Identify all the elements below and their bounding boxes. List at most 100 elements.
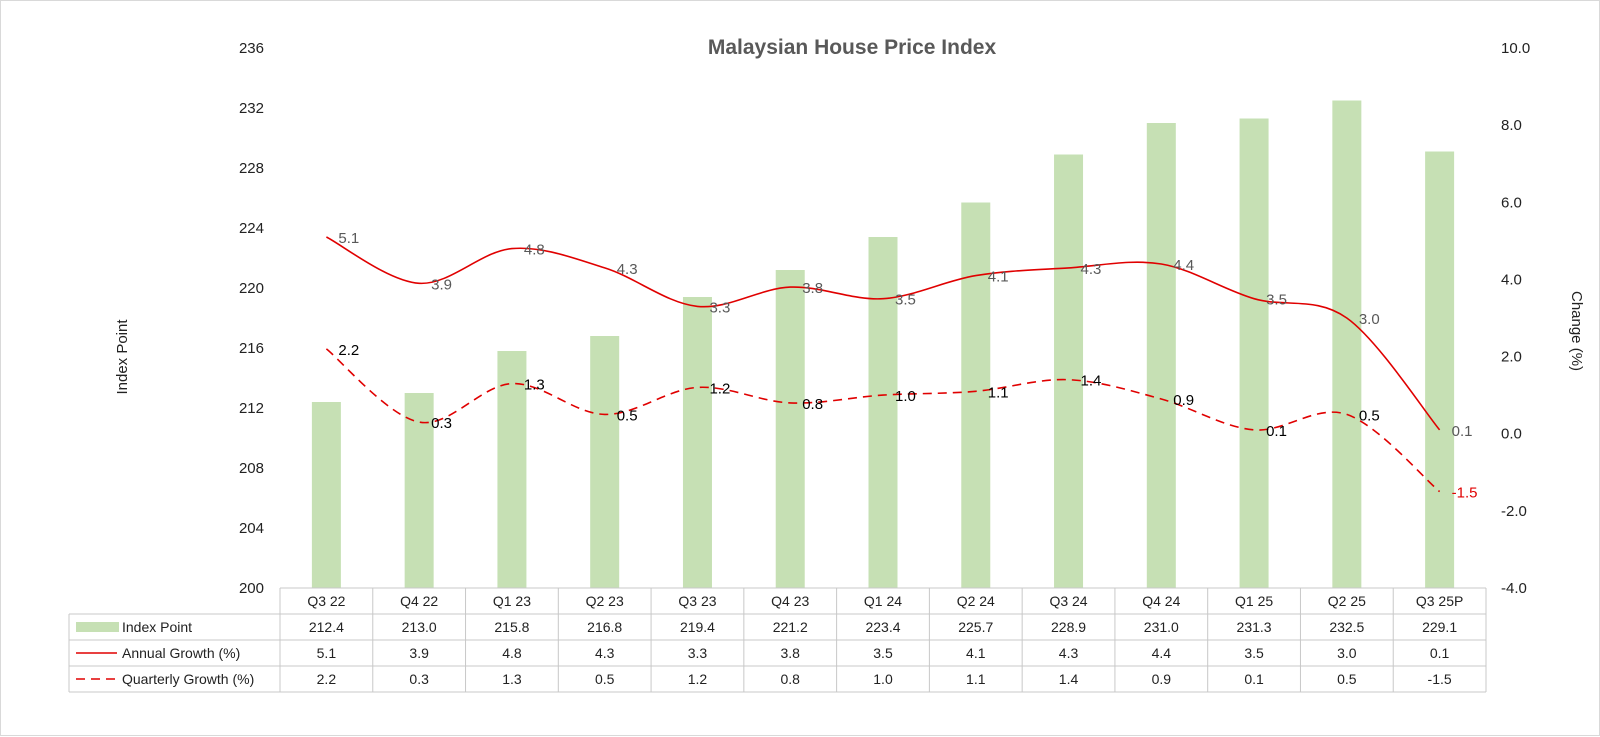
- annual-growth-label: 3.0: [1359, 311, 1380, 328]
- table-cell: 0.9: [1152, 671, 1172, 687]
- bar: [590, 336, 620, 588]
- left-tick-label: 216: [239, 340, 264, 357]
- left-tick-label: 228: [239, 160, 264, 177]
- right-tick-label: 4.0: [1501, 271, 1522, 288]
- table-cell: 3.0: [1337, 645, 1357, 661]
- left-tick-label: 212: [239, 400, 264, 417]
- bar: [775, 270, 805, 588]
- quarterly-growth-line: [325, 348, 1441, 493]
- table-cell: 231.3: [1237, 619, 1272, 635]
- right-tick-label: -2.0: [1501, 503, 1527, 520]
- right-tick-label: 8.0: [1501, 117, 1522, 134]
- category-label: Q1 23: [493, 593, 531, 609]
- table-cell: 3.9: [409, 645, 429, 661]
- table-cell: 3.3: [688, 645, 708, 661]
- category-label: Q3 24: [1049, 593, 1087, 609]
- table-cell: 0.1: [1244, 671, 1264, 687]
- annual-growth-label: 3.3: [709, 299, 730, 316]
- table-cell: 1.3: [502, 671, 522, 687]
- bar: [1332, 100, 1362, 588]
- quarterly-growth-label: 1.2: [709, 380, 730, 397]
- table-cell: 2.2: [317, 671, 337, 687]
- left-axis-ticks: 200 204 208 212 216 220 224 228 232 236: [239, 40, 264, 597]
- quarterly-growth-label: 0.3: [431, 415, 452, 432]
- table-cell: 231.0: [1144, 619, 1179, 635]
- category-label: Q4 22: [400, 593, 438, 609]
- bar: [1054, 154, 1084, 588]
- right-tick-label: 2.0: [1501, 349, 1522, 366]
- annual-growth-label: 4.3: [1081, 261, 1102, 278]
- right-tick-label: -4.0: [1501, 580, 1527, 597]
- category-label: Q3 22: [307, 593, 345, 609]
- table-cell: 228.9: [1051, 619, 1086, 635]
- legend-swatch-bar: [76, 622, 119, 632]
- data-table: Q3 22 Q4 22 Q1 23 Q2 23 Q3 23 Q4 23 Q1 24 Q2 24…: [68, 587, 1487, 693]
- table-cell: 1.2: [688, 671, 708, 687]
- quarterly-growth-label: 1.1: [988, 384, 1009, 401]
- table-cell: 225.7: [958, 619, 993, 635]
- right-axis-ticks: -4.0 -2.0 0.0 2.0 4.0 6.0 8.0 10.0: [1501, 40, 1530, 597]
- annual-growth-label: 4.4: [1173, 257, 1194, 274]
- table-cell: 1.0: [873, 671, 893, 687]
- left-tick-label: 204: [239, 520, 264, 537]
- left-tick-label: 232: [239, 100, 264, 117]
- table-cell: 0.5: [595, 671, 615, 687]
- right-tick-label: 6.0: [1501, 194, 1522, 211]
- legend-label: Index Point: [122, 619, 192, 635]
- data-labels: 5.1 3.9 4.8 4.3 3.3 3.8 3.5 4.1 4.3 4.4 3.5 3.0 0.1 2…: [338, 230, 1477, 502]
- category-label: Q3 23: [678, 593, 716, 609]
- chart-title: Malaysian House Price Index: [708, 36, 997, 59]
- quarterly-growth-label: 2.2: [338, 342, 359, 359]
- table-cell: 4.3: [595, 645, 615, 661]
- category-label: Q4 24: [1142, 593, 1180, 609]
- annual-growth-label: 3.9: [431, 276, 452, 293]
- quarterly-growth-label: 0.9: [1173, 392, 1194, 409]
- bar: [868, 237, 898, 588]
- bar: [404, 393, 434, 588]
- category-label: Q3 25P: [1416, 593, 1463, 609]
- left-axis-title: Index Point: [114, 319, 131, 395]
- left-tick-label: 236: [239, 40, 264, 57]
- table-cell: 229.1: [1422, 619, 1457, 635]
- bar-series: [311, 100, 1455, 588]
- table-cell: 0.3: [409, 671, 429, 687]
- category-label: Q2 23: [586, 593, 624, 609]
- table-cell: 1.1: [966, 671, 986, 687]
- table-cell: 4.8: [502, 645, 522, 661]
- annual-growth-label: 3.5: [895, 292, 916, 309]
- table-cell: 213.0: [402, 619, 437, 635]
- table-cell: 232.5: [1329, 619, 1364, 635]
- table-cell: 0.5: [1337, 671, 1357, 687]
- table-cell: 4.1: [966, 645, 986, 661]
- table-cell: 223.4: [865, 619, 900, 635]
- bar: [497, 351, 527, 588]
- bar: [1146, 123, 1176, 588]
- table-cell: 4.3: [1059, 645, 1079, 661]
- right-tick-label: 10.0: [1501, 40, 1530, 57]
- annual-growth-label: 4.3: [617, 261, 638, 278]
- table-cell: 5.1: [317, 645, 337, 661]
- legend-label: Annual Growth (%): [122, 645, 240, 661]
- quarterly-growth-label: 0.5: [1359, 407, 1380, 424]
- bar: [1425, 151, 1455, 588]
- table-cell: 221.2: [773, 619, 808, 635]
- annual-growth-label: 5.1: [338, 230, 359, 247]
- quarterly-growth-label: -1.5: [1452, 485, 1478, 502]
- category-label: Q2 24: [957, 593, 995, 609]
- quarterly-growth-label: 0.5: [617, 407, 638, 424]
- table-cell: 215.8: [494, 619, 529, 635]
- bar: [682, 297, 712, 588]
- table-cell: 3.5: [873, 645, 893, 661]
- quarterly-growth-label: 1.0: [895, 388, 916, 405]
- quarterly-growth-label: 1.3: [524, 377, 545, 394]
- table-cell: -1.5: [1428, 671, 1452, 687]
- left-tick-label: 200: [239, 580, 264, 597]
- left-tick-label: 224: [239, 220, 264, 237]
- table-cell: 3.8: [780, 645, 800, 661]
- left-tick-label: 208: [239, 460, 264, 477]
- table-cell: 212.4: [309, 619, 344, 635]
- quarterly-growth-label: 0.1: [1266, 423, 1287, 440]
- category-label: Q4 23: [771, 593, 809, 609]
